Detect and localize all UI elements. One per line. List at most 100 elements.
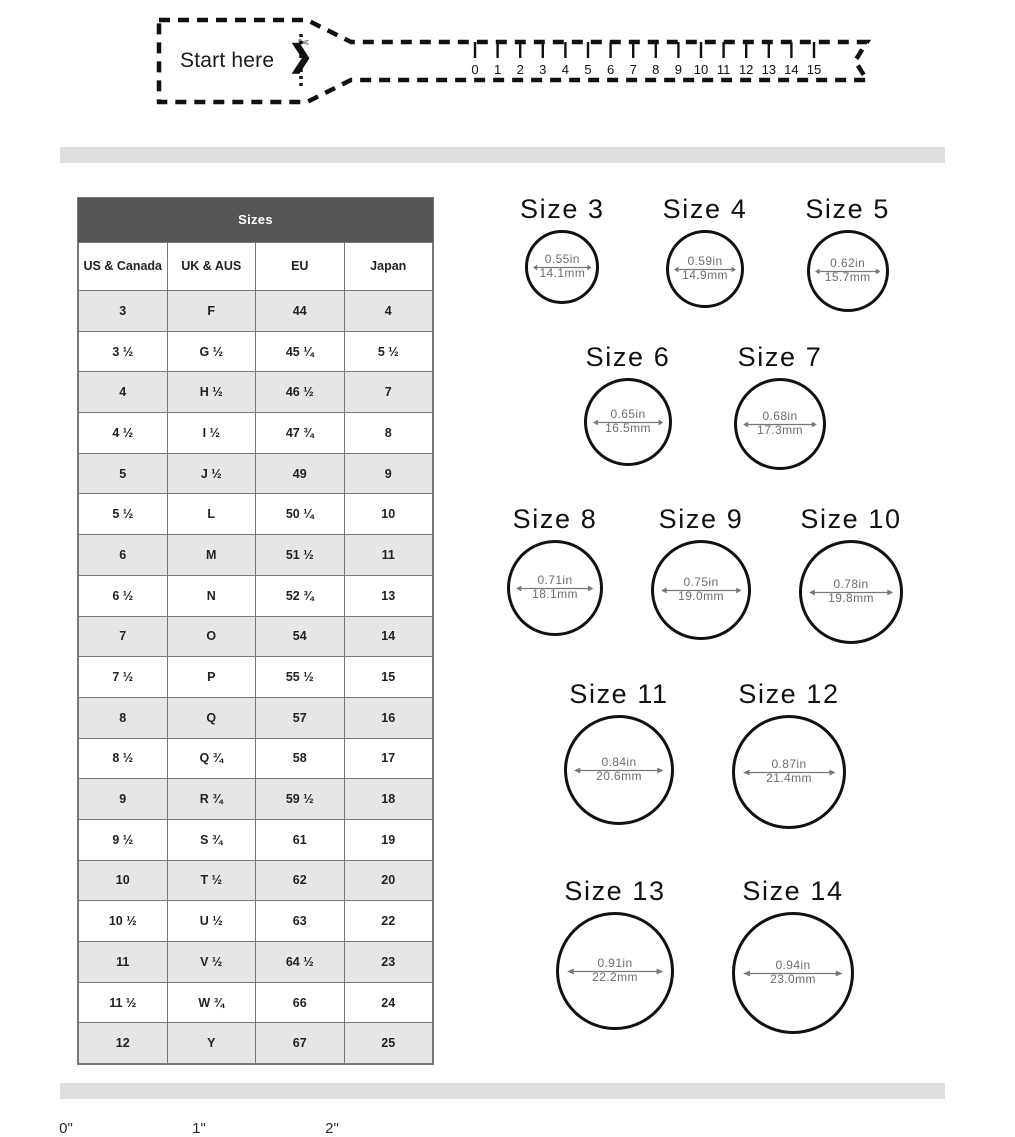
table-cell: 7 <box>78 615 168 658</box>
sizes-table: Sizes US & Canada UK & AUS EU Japan 3 F 44 4 3 … <box>78 198 433 1065</box>
table-cell: 50 ¼ <box>255 493 345 536</box>
table-cell: 58 <box>255 737 345 780</box>
table-cell: 25 <box>343 1022 433 1065</box>
ring-diameter-mm: 21.4mm <box>766 771 812 785</box>
table-cell: 5 ½ <box>78 493 168 536</box>
ring-size-item: Size 6 0.65in 16.5mm <box>584 344 672 470</box>
table-cell: R ¾ <box>166 778 256 820</box>
table-row: 11 V ½ 64 ½ 23 <box>78 941 433 983</box>
ring-diameter-inches: 0.65in <box>610 407 646 422</box>
table-cell: T ½ <box>166 859 256 902</box>
divider-bar-top <box>60 147 945 163</box>
ring-diameter-inches: 0.94in <box>775 958 811 973</box>
ring-size-circle: 0.71in 18.1mm <box>507 540 603 636</box>
table-cell: 23 <box>343 941 433 983</box>
ring-size-item: Size 11 0.84in 20.6mm <box>564 681 674 829</box>
ring-diameter-mm: 19.8mm <box>828 591 874 605</box>
sizer-tick-number: 7 <box>629 62 637 77</box>
sizer-tick-number: 12 <box>738 62 754 77</box>
ring-size-row: Size 3 0.55in 14.1mm Size 4 0.59in 14.9mm Size… <box>455 196 955 312</box>
ring-size-row: Size 8 0.71in 18.1mm Size 9 0.75in 19.0mm Size… <box>455 506 955 644</box>
ring-diameter-inches: 0.71in <box>537 573 573 588</box>
table-cell: 7 <box>343 371 433 414</box>
table-cell: 10 <box>78 859 168 902</box>
table-cell: Y <box>166 1022 256 1065</box>
table-cell: 18 <box>343 778 433 820</box>
table-row: 8 Q 57 16 <box>78 696 433 739</box>
ring-size-title: Size 9 <box>658 504 744 534</box>
ring-size-circle: 0.84in 20.6mm <box>564 715 674 825</box>
table-cell: 4 ½ <box>78 412 168 454</box>
table-cell: 7 ½ <box>78 656 168 698</box>
table-cell: 64 ½ <box>255 941 345 983</box>
ring-size-item: Size 9 0.75in 19.0mm <box>651 506 751 644</box>
ring-size-item: Size 13 0.91in 22.2mm <box>556 878 674 1034</box>
table-cell: 5 <box>78 452 168 495</box>
inch-ruler-label: 1" <box>192 1120 206 1137</box>
inch-ruler-label: 2" <box>325 1120 339 1137</box>
ring-size-circle: 0.78in 19.8mm <box>799 540 903 644</box>
table-cell: Q ¾ <box>166 737 256 780</box>
table-cell: 44 <box>255 290 345 332</box>
table-cell: P <box>166 656 256 698</box>
ring-size-row: Size 11 0.84in 20.6mm Size 12 0.87in 21.4mm <box>455 681 955 829</box>
ring-size-item: Size 8 0.71in 18.1mm <box>507 506 603 644</box>
table-cell: 9 ½ <box>78 818 168 861</box>
table-cell: G ½ <box>166 330 256 373</box>
table-cell: 14 <box>343 615 433 658</box>
chevron-right-icon: ❯ <box>288 40 314 73</box>
table-cell: 62 <box>255 859 345 902</box>
ring-size-title: Size 4 <box>662 194 748 224</box>
ring-diameter-inches: 0.78in <box>833 577 869 592</box>
table-cell: M <box>166 534 256 576</box>
sizer-tick-number: 2 <box>516 62 524 77</box>
ring-diameter-inches: 0.84in <box>601 755 637 770</box>
sizer-tick-number: 8 <box>652 62 660 77</box>
ring-diameter-mm: 23.0mm <box>770 972 816 986</box>
ring-size-circle: 0.62in 15.7mm <box>806 230 889 312</box>
sizer-tick-number: 13 <box>761 62 777 77</box>
sizer-tick-number: 14 <box>784 62 799 77</box>
ring-diameter-mm: 19.0mm <box>678 589 724 603</box>
ring-size-circle: 0.75in 19.0mm <box>651 540 751 640</box>
ring-diameter-mm: 15.7mm <box>824 270 871 284</box>
table-row: 12 Y 67 25 <box>78 1022 433 1065</box>
inch-ruler-label: 0" <box>59 1120 73 1137</box>
table-cell: 19 <box>343 818 433 861</box>
ring-size-title: Size 6 <box>585 342 671 372</box>
ring-diameter-mm: 18.1mm <box>532 587 578 601</box>
sizer-tick-number: 6 <box>606 62 615 77</box>
ring-size-circle: 0.65in 16.5mm <box>584 378 672 466</box>
table-cell: 22 <box>343 900 433 942</box>
inch-ruler: 0" 1" 2" <box>0 1120 1015 1137</box>
table-cell: 6 <box>78 534 168 576</box>
table-cell: V ½ <box>166 941 256 983</box>
ring-diameter-inches: 0.68in <box>762 409 798 424</box>
sizes-table-caption: Sizes <box>78 198 433 242</box>
ring-size-item: Size 10 0.78in 19.8mm <box>799 506 903 644</box>
sizer-tick-number: 15 <box>806 62 822 77</box>
table-cell: 63 <box>255 900 345 942</box>
table-cell: 10 ½ <box>78 900 168 942</box>
ring-size-row: Size 6 0.65in 16.5mm Size 7 0.68in 17.3mm <box>455 344 955 470</box>
ring-diameter-inches: 0.59in <box>687 254 723 269</box>
divider-bar-bottom <box>60 1083 945 1099</box>
table-cell: 11 <box>78 941 168 983</box>
ring-diameter-inches: 0.87in <box>771 757 807 772</box>
ring-size-title: Size 12 <box>738 679 840 709</box>
table-cell: Q <box>166 696 256 739</box>
table-cell: 67 <box>255 1022 345 1065</box>
ring-size-title: Size 7 <box>737 342 823 372</box>
ring-circles-panel: Size 3 0.55in 14.1mm Size 4 0.59in 14.9mm Size… <box>455 196 955 1076</box>
table-cell: 11 <box>343 534 433 576</box>
table-cell: S ¾ <box>166 818 256 861</box>
table-cell: 4 <box>343 290 433 332</box>
ring-diameter-mm: 14.9mm <box>682 268 728 282</box>
